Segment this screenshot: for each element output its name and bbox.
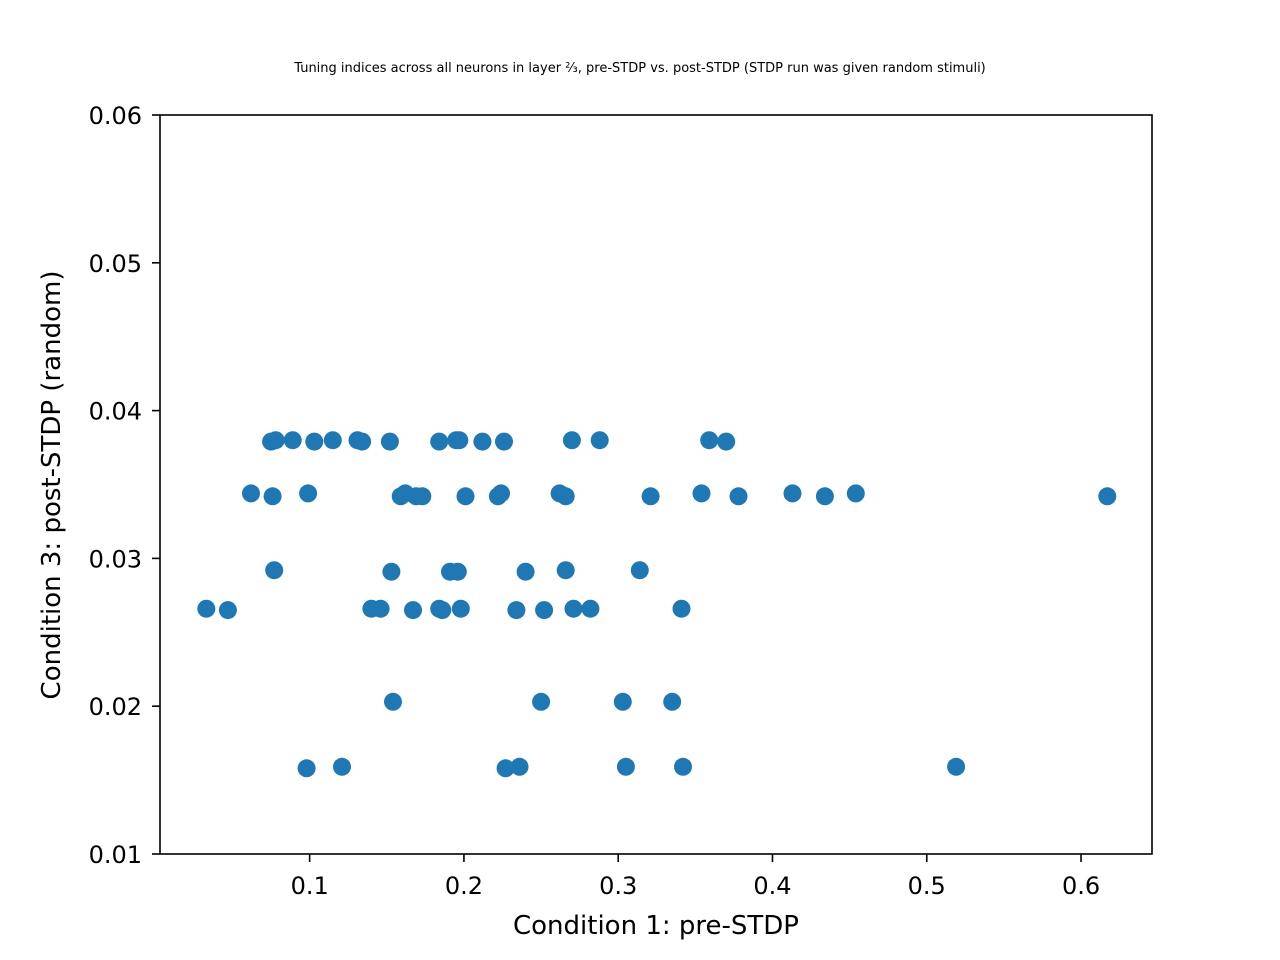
y-axis-ticks: 0.01 0.02 0.03 0.04 0.05 0.06 [89,102,160,869]
data-point-34 [846,484,865,503]
plot-frame [159,114,1153,855]
data-point-63 [510,757,529,776]
data-point-61 [333,757,351,776]
data-point-62 [496,759,515,778]
data-point-23 [413,487,432,506]
data-point-55 [672,599,691,618]
data-point-2 [283,431,302,450]
data-point-50 [451,599,470,618]
data-point-13 [562,431,581,450]
data-point-64 [616,757,635,776]
data-point-14 [590,431,609,450]
x-tick-label: 0.6 [1062,872,1100,900]
data-point-58 [613,692,632,711]
data-point-37 [382,562,401,581]
chart-title: Tuning indices across all neurons in lay… [293,61,986,76]
data-point-17 [242,484,260,503]
data-point-54 [581,599,600,618]
data-point-33 [815,487,834,506]
data-point-65 [674,757,692,776]
data-point-39 [448,562,467,581]
data-point-66 [947,757,966,776]
y-tick-label: 0.02 [89,693,142,721]
data-point-6 [353,432,372,451]
y-tick-label: 0.01 [89,841,142,869]
data-point-53 [564,599,583,618]
data-point-30 [692,484,711,503]
x-axis-ticks: 0.1 0.2 0.3 0.4 0.5 0.6 [291,854,1100,900]
data-point-4 [323,431,342,450]
data-point-57 [532,692,551,711]
data-point-3 [305,432,324,451]
data-point-24 [456,487,475,506]
data-point-16 [717,432,736,451]
data-point-35 [1098,487,1117,506]
y-tick-label: 0.04 [89,398,142,426]
data-point-28 [556,487,575,506]
data-point-11 [473,432,492,451]
y-tick-label: 0.05 [89,250,142,278]
data-point-31 [729,487,748,506]
data-point-56 [384,692,402,711]
y-axis-label: Condition 3: post-STDP (random) [37,271,67,700]
y-tick-label: 0.06 [89,102,142,130]
data-point-59 [663,692,682,711]
data-point-41 [556,561,575,580]
data-point-29 [641,487,660,506]
data-point-1 [266,431,285,450]
data-point-15 [700,431,719,450]
data-point-46 [371,599,390,618]
data-point-60 [297,759,316,778]
data-point-26 [492,484,510,503]
data-point-19 [299,484,318,503]
x-tick-label: 0.1 [291,872,329,900]
data-point-32 [783,484,802,503]
x-tick-label: 0.4 [753,872,791,900]
data-point-8 [430,432,449,451]
x-tick-label: 0.5 [908,872,946,900]
data-point-40 [516,562,535,581]
data-points [197,431,1117,778]
data-point-52 [535,601,554,620]
data-point-42 [630,561,649,580]
data-point-43 [197,599,216,618]
y-tick-label: 0.03 [89,545,142,573]
data-point-47 [404,601,422,620]
x-axis-label: Condition 1: pre-STDP [513,911,799,941]
x-tick-label: 0.3 [599,872,637,900]
x-tick-label: 0.2 [445,872,483,900]
plot-area [160,115,1152,854]
data-point-44 [218,601,237,620]
data-point-51 [507,601,526,620]
data-point-7 [380,432,399,451]
data-point-36 [265,561,284,580]
data-point-10 [450,431,469,450]
data-point-18 [263,487,282,506]
data-point-12 [495,432,513,451]
data-point-49 [433,601,452,620]
